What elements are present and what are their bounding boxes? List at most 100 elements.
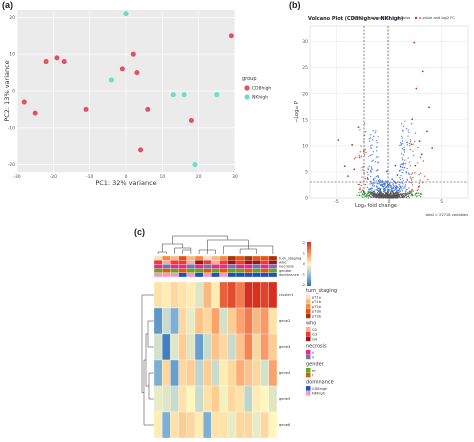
volcano-cloud-point bbox=[379, 180, 382, 182]
volcano-cloud-point bbox=[375, 169, 378, 172]
heatmap-legend-label: n bbox=[312, 356, 314, 360]
volcano-cloud-point bbox=[392, 182, 394, 184]
volcano-cloud-point bbox=[377, 156, 379, 158]
volcano-point bbox=[418, 140, 421, 143]
heatmap-track-cell-tum-staging bbox=[219, 255, 228, 261]
volcano-cloud-point bbox=[379, 191, 381, 193]
pca-y-tick-label: 10 bbox=[9, 52, 15, 58]
heatmap-cell bbox=[178, 385, 187, 413]
volcano-cloud-point bbox=[409, 141, 412, 143]
heatmap-cell bbox=[227, 307, 237, 335]
heatmap-track-cell-who bbox=[252, 260, 261, 265]
volcano-cloud-point bbox=[398, 183, 400, 186]
volcano-cloud-point bbox=[419, 196, 422, 198]
pca-point-nkhigh bbox=[108, 77, 114, 83]
volcano-cloud-point bbox=[395, 187, 398, 190]
volcano-cloud-point bbox=[401, 129, 403, 131]
heatmap-row-label: gene6 bbox=[279, 423, 291, 427]
volcano-cloud-point bbox=[405, 189, 408, 191]
volcano-cloud-point bbox=[410, 179, 413, 181]
volcano-cloud-point bbox=[419, 172, 422, 174]
heatmap-track-cell-tum-staging bbox=[194, 255, 204, 261]
volcano-cloud-point bbox=[365, 194, 367, 197]
volcano-cloud-point bbox=[399, 177, 401, 179]
volcano-cloud-point bbox=[418, 194, 420, 197]
heatmap-track-cell-gender bbox=[194, 268, 204, 273]
volcano-cloud-point bbox=[368, 140, 371, 142]
pca-point-nkhigh bbox=[214, 92, 220, 98]
volcano-cloud-point bbox=[358, 191, 360, 194]
volcano-cloud-point bbox=[416, 162, 419, 164]
pca-legend: CD8high NKhigh bbox=[244, 85, 271, 101]
heatmap-track-cell-necrosis bbox=[194, 264, 204, 269]
volcano-cloud-point bbox=[397, 189, 400, 192]
volcano-cloud-point bbox=[418, 185, 421, 187]
heatmap-legend-label: G3 bbox=[312, 333, 317, 337]
volcano-y-tick-label: 15 bbox=[302, 117, 308, 123]
heatmap-cell bbox=[178, 333, 187, 361]
volcano-cloud-point bbox=[353, 158, 356, 160]
volcano-cloud-point bbox=[361, 193, 364, 196]
volcano-cloud-point bbox=[366, 196, 368, 198]
volcano-cloud-point bbox=[386, 195, 389, 198]
volcano-cloud-point bbox=[385, 186, 387, 188]
volcano-cloud-point bbox=[374, 189, 376, 191]
heatmap-track-label: dominance bbox=[279, 273, 300, 277]
volcano-cloud-point bbox=[367, 167, 369, 169]
volcano-cloud-point bbox=[402, 169, 404, 171]
heatmap-cell bbox=[235, 359, 245, 387]
heatmap-cell bbox=[194, 385, 204, 413]
volcano-cloud-point bbox=[376, 146, 378, 148]
volcano-cloud-point bbox=[402, 162, 405, 164]
volcano-cloud-point bbox=[369, 183, 371, 185]
volcano-cloud-point bbox=[360, 190, 363, 193]
volcano-cloud-point bbox=[395, 195, 398, 197]
volcano-cloud-point bbox=[370, 187, 372, 190]
pca-legend-label-nk: NKhigh bbox=[252, 95, 268, 101]
pca-point-cd8high bbox=[130, 51, 136, 57]
heatmap-cell bbox=[153, 359, 163, 387]
volcano-cloud-point bbox=[371, 167, 373, 169]
heatmap-track-cell-gender bbox=[260, 268, 269, 273]
volcano-point bbox=[415, 192, 418, 195]
heatmap-cell bbox=[235, 411, 245, 439]
volcano-cloud-point bbox=[366, 186, 369, 189]
heatmap-scale-tick: 2 bbox=[303, 241, 305, 245]
heatmap-track-cell-dominance bbox=[194, 272, 204, 278]
volcano-cloud-point bbox=[356, 194, 358, 197]
heatmap-cell bbox=[260, 281, 269, 309]
heatmap-track-cell-gender bbox=[170, 268, 179, 273]
volcano-cloud-point bbox=[400, 135, 403, 138]
heatmap-cell bbox=[244, 333, 253, 361]
heatmap-cell bbox=[178, 281, 187, 309]
heatmap-row-label: cluster1 bbox=[279, 293, 294, 297]
volcano-cloud-point bbox=[408, 131, 410, 134]
heatmap-legend-swatch bbox=[306, 349, 311, 355]
heatmap-legend-label: pT1a bbox=[312, 295, 321, 299]
volcano-cloud-point bbox=[399, 164, 402, 166]
heatmap-track-cell-gender bbox=[235, 268, 245, 273]
volcano-cloud-point bbox=[394, 196, 397, 198]
volcano-cloud-point bbox=[404, 185, 406, 188]
volcano-point bbox=[401, 196, 404, 199]
heatmap-track-cell-gender bbox=[244, 268, 253, 273]
heatmap-track-cell-gender bbox=[219, 268, 228, 273]
pca-point-cd8high bbox=[54, 55, 60, 61]
volcano-cloud-point bbox=[406, 167, 408, 170]
volcano-cloud-point bbox=[367, 168, 370, 171]
heatmap-track-cell-gender bbox=[227, 268, 237, 273]
volcano-cloud-point bbox=[404, 159, 406, 162]
heatmap-track-cell-gender bbox=[268, 268, 278, 273]
volcano-cloud-point bbox=[395, 190, 398, 193]
volcano-cloud-point bbox=[396, 185, 398, 188]
volcano-cloud-point bbox=[405, 171, 407, 173]
volcano-cloud-point bbox=[376, 141, 378, 144]
heatmap-cell bbox=[194, 333, 204, 361]
volcano-cloud-point bbox=[366, 177, 369, 180]
volcano-cloud-point bbox=[409, 190, 412, 192]
volcano-cloud-point bbox=[401, 185, 404, 187]
heatmap-track-cell-gender bbox=[252, 268, 261, 273]
volcano-cloud-point bbox=[360, 155, 362, 158]
heatmap-row-dendrogram bbox=[141, 294, 154, 426]
volcano-cloud-point bbox=[371, 153, 373, 156]
